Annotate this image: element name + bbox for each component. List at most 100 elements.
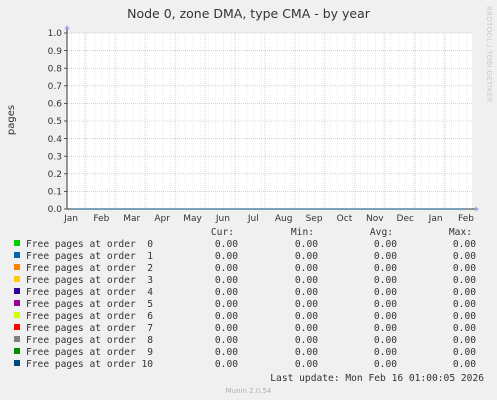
legend-value-min: 0.00 <box>295 239 318 250</box>
legend-series-name: Free pages at order 8 <box>26 335 153 346</box>
x-tick-label: Feb <box>458 214 474 224</box>
legend-value-min: 0.00 <box>295 275 318 286</box>
legend-value-avg: 0.00 <box>374 263 397 274</box>
legend-value-avg: 0.00 <box>374 251 397 262</box>
legend-value-avg: 0.00 <box>374 239 397 250</box>
y-tick-label: 0.3 <box>48 152 62 162</box>
y-tick-label: 0.1 <box>48 188 62 198</box>
legend-series-name: Free pages at order 0 <box>26 239 153 250</box>
y-tick-label: 0.7 <box>48 82 62 92</box>
legend-value-min: 0.00 <box>295 347 318 358</box>
y-axis-label: pages <box>6 105 17 135</box>
legend-value-max: 0.00 <box>453 251 476 262</box>
legend-value-min: 0.00 <box>295 311 318 322</box>
x-tick-label: Dec <box>397 214 414 224</box>
last-update: Last update: Mon Feb 16 01:00:05 2026 <box>270 373 484 384</box>
legend-value-max: 0.00 <box>453 299 476 310</box>
x-tick-label: Jan <box>428 214 443 224</box>
y-tick-label: 0.9 <box>48 47 63 57</box>
y-tick-label: 0.2 <box>48 170 62 180</box>
legend-value-max: 0.00 <box>453 287 476 298</box>
legend-swatch <box>14 252 20 258</box>
legend-value-avg: 0.00 <box>374 311 397 322</box>
legend-header-avg: Avg: <box>370 227 393 238</box>
legend-value-cur: 0.00 <box>215 251 238 262</box>
legend-header-min: Min: <box>291 227 314 238</box>
legend-series-name: Free pages at order 9 <box>26 347 153 358</box>
y-tick-label: 0.8 <box>48 64 63 74</box>
legend-value-cur: 0.00 <box>215 263 238 274</box>
x-tick-label: Apr <box>154 214 170 224</box>
legend-value-max: 0.00 <box>453 335 476 346</box>
legend-value-min: 0.00 <box>295 335 318 346</box>
y-tick-label: 0.0 <box>48 205 63 215</box>
legend-value-avg: 0.00 <box>374 275 397 286</box>
y-axis-arrow <box>64 25 70 29</box>
x-axis-arrow <box>475 206 479 212</box>
legend-value-avg: 0.00 <box>374 287 397 298</box>
legend-swatch <box>14 264 20 270</box>
legend-value-min: 0.00 <box>295 323 318 334</box>
legend-value-avg: 0.00 <box>374 335 397 346</box>
legend-series-name: Free pages at order 4 <box>26 287 153 298</box>
legend-value-cur: 0.00 <box>215 323 238 334</box>
y-tick-label: 0.6 <box>48 100 63 110</box>
legend-value-avg: 0.00 <box>374 299 397 310</box>
legend-value-avg: 0.00 <box>374 323 397 334</box>
legend-value-cur: 0.00 <box>215 359 238 370</box>
legend-swatch <box>14 288 20 294</box>
legend-swatch <box>14 276 20 282</box>
legend-value-cur: 0.00 <box>215 335 238 346</box>
legend: Cur: Min: Avg: Max: Free pages at order 0 0.0… <box>14 227 476 370</box>
legend-swatch <box>14 348 20 354</box>
legend-series-name: Free pages at order 7 <box>26 323 153 334</box>
legend-header-max: Max: <box>449 227 472 238</box>
x-tick-label: Jan <box>63 214 78 224</box>
x-tick-label: Feb <box>93 214 109 224</box>
x-tick-label: Jun <box>215 214 230 224</box>
legend-swatch <box>14 300 20 306</box>
x-tick-label: Oct <box>337 214 353 224</box>
chart-title: Node 0, zone DMA, type CMA - by year <box>127 6 371 21</box>
legend-series-name: Free pages at order 2 <box>26 263 153 274</box>
x-tick-label: Aug <box>275 214 293 224</box>
legend-value-min: 0.00 <box>295 287 318 298</box>
legend-value-max: 0.00 <box>453 239 476 250</box>
y-tick-label: 0.5 <box>48 117 62 127</box>
y-tick-label: 1.0 <box>48 29 63 39</box>
legend-swatch <box>14 312 20 318</box>
legend-value-cur: 0.00 <box>215 239 238 250</box>
legend-swatch <box>14 336 20 342</box>
legend-value-min: 0.00 <box>295 263 318 274</box>
legend-swatch <box>14 240 20 246</box>
munin-version: Munin 2.0.54 <box>226 387 272 395</box>
legend-value-max: 0.00 <box>453 311 476 322</box>
legend-value-max: 0.00 <box>453 323 476 334</box>
legend-value-min: 0.00 <box>295 359 318 370</box>
legend-value-max: 0.00 <box>453 359 476 370</box>
legend-value-min: 0.00 <box>295 299 318 310</box>
legend-series-name: Free pages at order 1 <box>26 251 153 262</box>
legend-value-max: 0.00 <box>453 275 476 286</box>
legend-value-cur: 0.00 <box>215 347 238 358</box>
x-tick-label: Sep <box>306 214 323 224</box>
x-tick-label: Jul <box>247 214 259 224</box>
legend-series-name: Free pages at order 6 <box>26 311 153 322</box>
legend-value-avg: 0.00 <box>374 359 397 370</box>
legend-value-cur: 0.00 <box>215 299 238 310</box>
x-tick-label: May <box>183 214 202 224</box>
legend-header-cur: Cur: <box>211 227 234 238</box>
legend-series-name: Free pages at order 10 <box>26 359 153 370</box>
plot-area: 0.0 0.1 0.2 0.3 0.4 0.5 0.6 0.7 0.8 0.9 1.0 Jan Feb M… <box>48 25 479 224</box>
legend-swatch <box>14 360 20 366</box>
rrdtool-credit: RRDTOOL / TOBI OETIKER <box>485 6 493 103</box>
x-tick-label: Nov <box>366 214 384 224</box>
y-tick-label: 0.4 <box>48 135 63 145</box>
legend-series-name: Free pages at order 3 <box>26 275 153 286</box>
legend-swatch <box>14 324 20 330</box>
legend-value-avg: 0.00 <box>374 347 397 358</box>
legend-series-name: Free pages at order 5 <box>26 299 153 310</box>
legend-value-max: 0.00 <box>453 263 476 274</box>
legend-value-max: 0.00 <box>453 347 476 358</box>
